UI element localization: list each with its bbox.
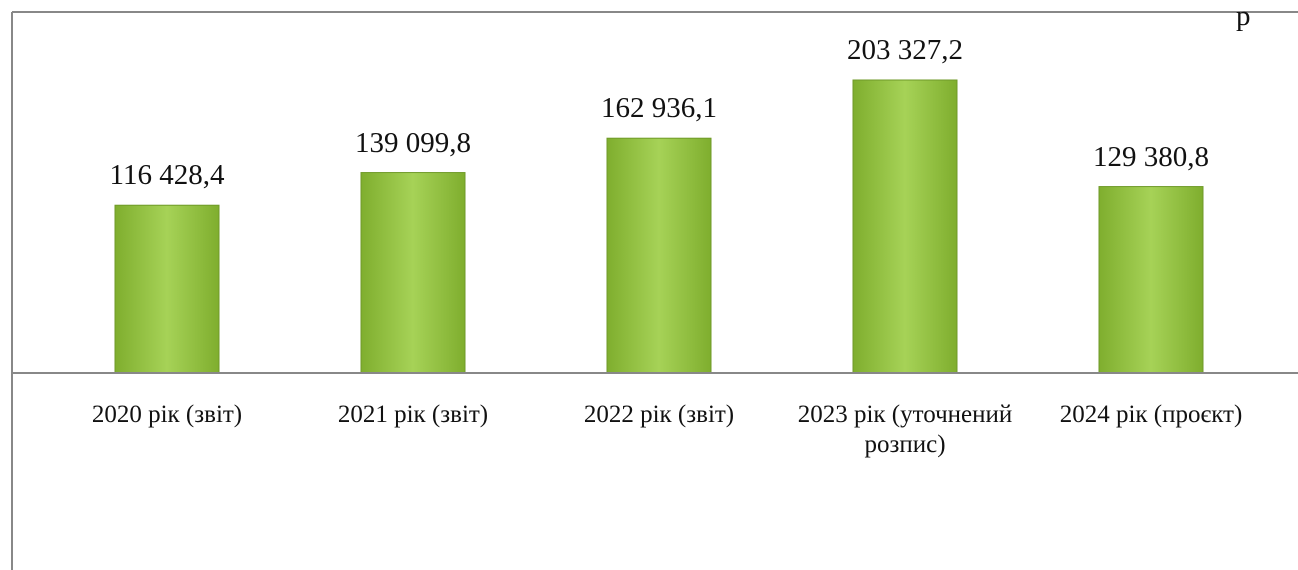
bar: [360, 172, 466, 374]
value-label: 129 380,8: [1093, 140, 1209, 173]
bar: [852, 79, 958, 374]
x-tick-label: 2020 рік (звіт): [91, 401, 243, 428]
value-label: 139 099,8: [355, 126, 471, 159]
x-tick-label: 2021 рік (звіт): [337, 401, 489, 428]
value-label: 116 428,4: [109, 159, 225, 192]
value-label: 162 936,1: [601, 92, 717, 125]
corner-text: р: [1236, 0, 1251, 32]
x-tick-label: 2023 рік (уточнений розпис): [797, 401, 1013, 458]
value-label: 203 327,2: [847, 34, 963, 66]
bar: [606, 137, 712, 374]
x-tick-label: 2024 рік (проєкт): [1059, 401, 1243, 428]
x-tick-label: 2022 рік (звіт): [583, 401, 735, 428]
bar: [114, 204, 220, 374]
bar: [1098, 186, 1204, 374]
